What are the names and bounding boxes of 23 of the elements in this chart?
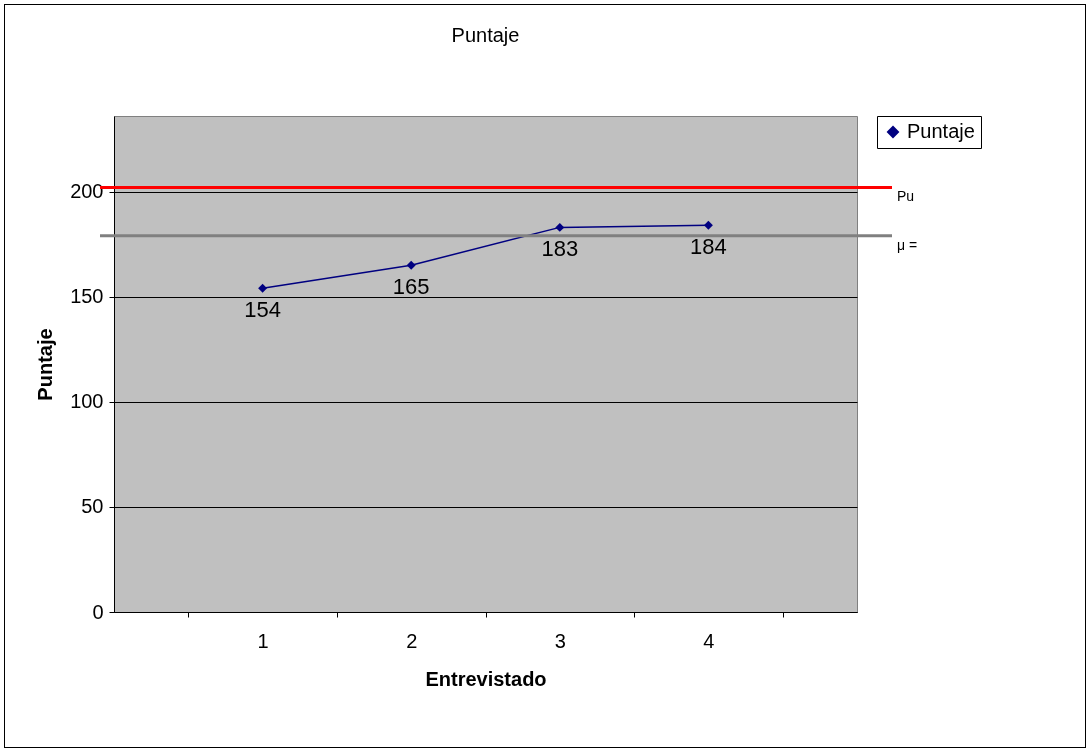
y-tick-label: 200 — [70, 180, 104, 203]
ref-line-label: Pu — [897, 188, 915, 205]
y-tick-label: 0 — [92, 600, 104, 623]
point — [406, 260, 416, 270]
data-label: 184 — [690, 234, 727, 260]
data-label: 154 — [244, 297, 281, 323]
y-tick-label: 50 — [81, 495, 104, 518]
chart-title: Puntaje — [451, 23, 520, 46]
data-label: 183 — [541, 236, 579, 262]
x-tick-label: 3 — [554, 629, 566, 652]
point — [703, 220, 713, 230]
y-tick-label: 100 — [70, 390, 104, 413]
point — [555, 222, 565, 232]
legend-label: Puntaje — [907, 120, 975, 142]
y-axis-title: Puntaje — [34, 328, 57, 401]
data-label: 165 — [392, 274, 430, 300]
x-tick-label: 4 — [703, 629, 715, 652]
point — [258, 283, 268, 293]
x-tick-label: 1 — [257, 629, 269, 652]
ref-line-label: μ = — [897, 236, 918, 253]
x-axis-title: Entrevistado — [425, 667, 547, 690]
y-tick-label: 150 — [70, 285, 104, 308]
x-tick-label: 2 — [406, 629, 418, 652]
